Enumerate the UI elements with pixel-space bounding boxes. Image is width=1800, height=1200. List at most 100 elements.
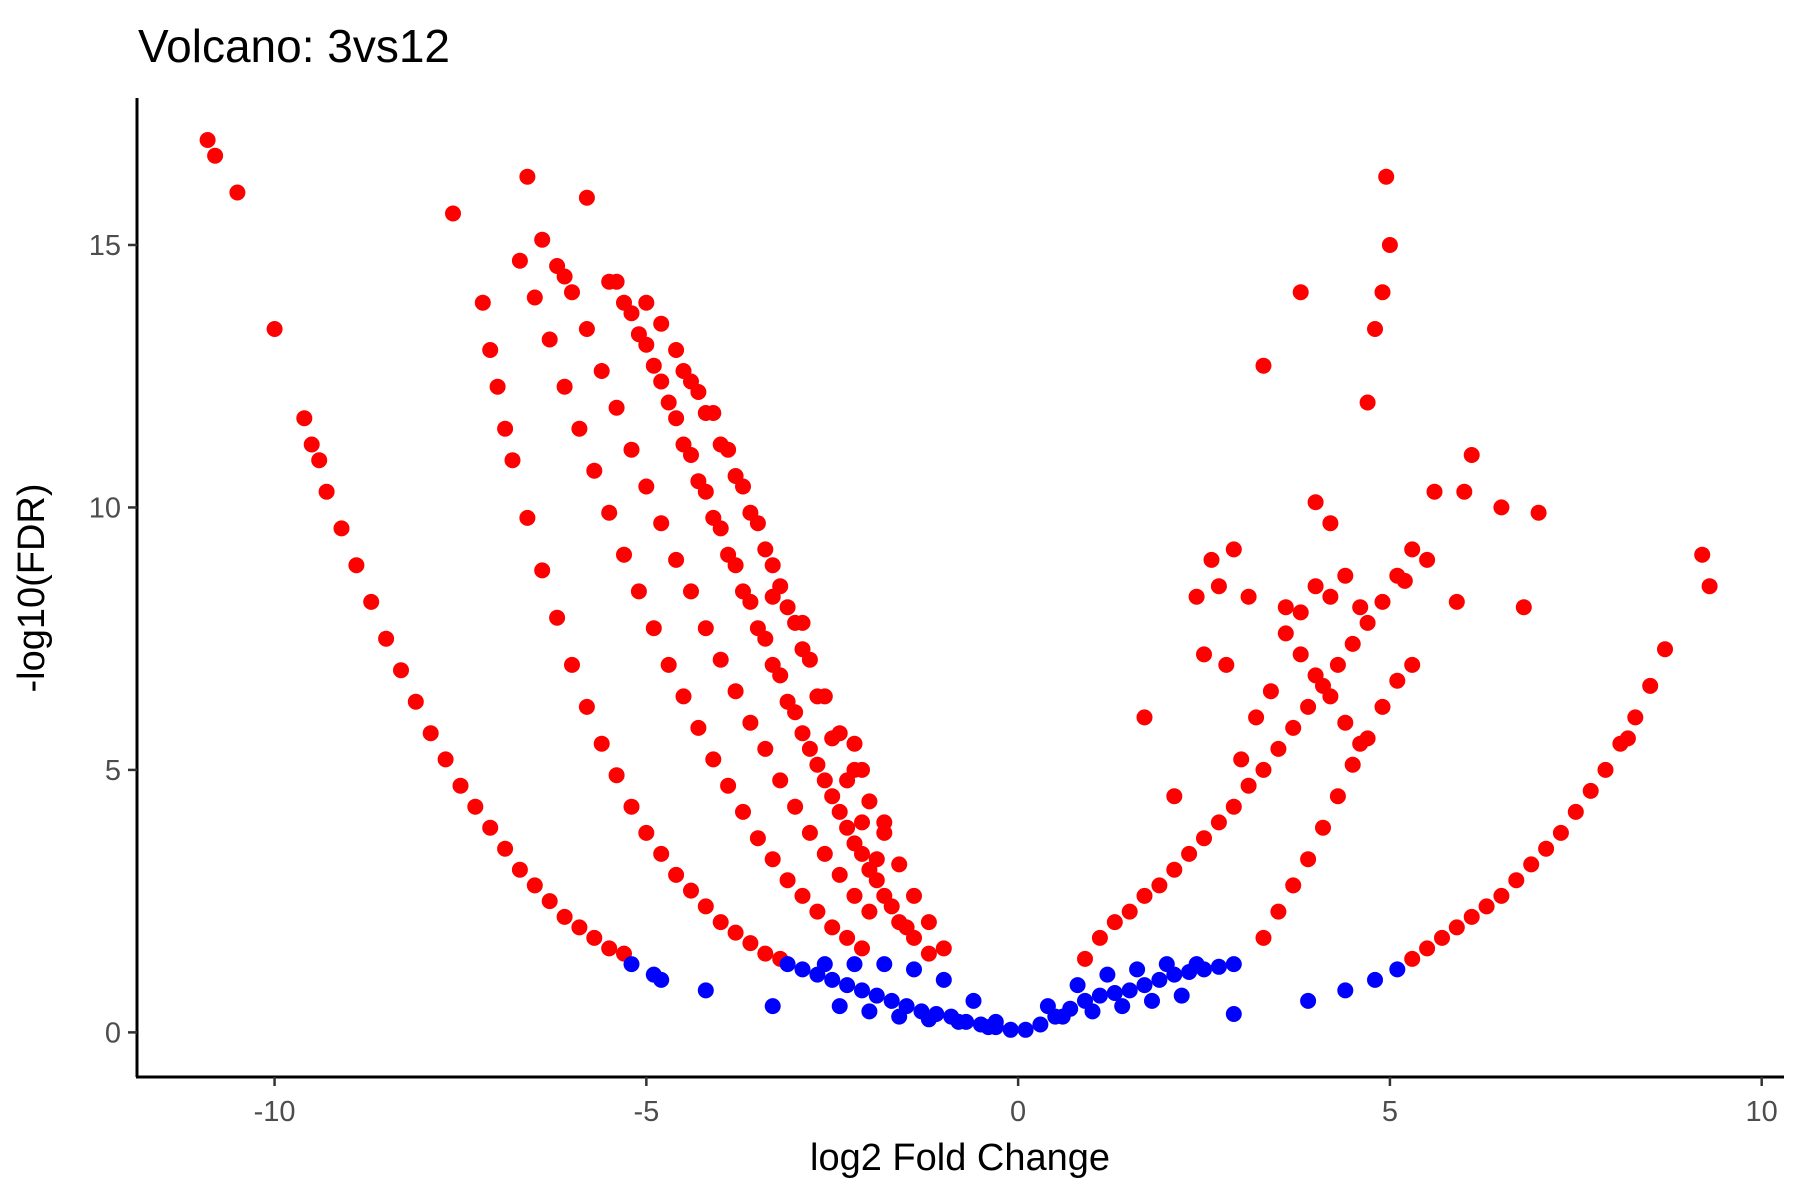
significant-point	[1262, 683, 1279, 700]
significant-point	[1225, 798, 1242, 815]
non-significant-point	[1039, 998, 1056, 1015]
significant-point	[1642, 677, 1659, 694]
significant-point	[608, 399, 625, 416]
significant-point	[727, 924, 744, 941]
significant-point	[757, 740, 774, 757]
significant-point	[1322, 588, 1339, 605]
significant-point	[1374, 284, 1391, 301]
y-axis-ticks: 0 5 10 15	[89, 230, 137, 1049]
significant-point	[1567, 803, 1584, 820]
non-significant-point	[876, 956, 893, 973]
significant-point	[839, 819, 856, 836]
significant-point	[489, 378, 506, 395]
significant-point	[712, 914, 729, 931]
significant-point	[742, 593, 759, 610]
non-significant-point	[1151, 971, 1168, 988]
significant-point	[578, 321, 595, 337]
significant-point	[1448, 919, 1465, 936]
significant-point	[1493, 499, 1510, 516]
significant-point	[1225, 541, 1242, 558]
non-significant-point	[1084, 1003, 1101, 1020]
non-significant-point	[824, 971, 841, 988]
significant-point	[1434, 929, 1450, 946]
chart-title: Volcano: 3vs12	[138, 20, 450, 72]
significant-point	[683, 882, 699, 899]
significant-point	[534, 562, 551, 579]
significant-point	[1530, 504, 1547, 521]
significant-point	[1210, 578, 1227, 595]
significant-point	[839, 772, 856, 789]
significant-point	[571, 420, 588, 437]
significant-point	[564, 656, 580, 673]
significant-point	[638, 336, 655, 353]
significant-point	[809, 903, 826, 920]
significant-point	[1285, 877, 1302, 894]
significant-point	[920, 945, 937, 962]
significant-point	[653, 845, 670, 862]
significant-point	[1292, 604, 1309, 621]
significant-point	[712, 520, 729, 537]
significant-point	[1404, 950, 1421, 967]
significant-point	[1396, 572, 1413, 589]
significant-point	[772, 667, 789, 684]
non-significant-point	[1002, 1021, 1019, 1038]
significant-point	[772, 772, 789, 789]
significant-point	[1329, 788, 1346, 805]
non-significant-point	[883, 992, 900, 1009]
y-tick-label: 0	[105, 1017, 121, 1049]
significant-point	[1166, 788, 1183, 805]
significant-point	[764, 557, 781, 574]
significant-point	[1463, 908, 1480, 925]
significant-point	[586, 462, 603, 479]
non-significant-point	[1069, 977, 1086, 994]
significant-point	[668, 551, 685, 568]
significant-point	[1419, 551, 1436, 568]
significant-point	[1106, 914, 1123, 931]
significant-point	[303, 436, 320, 453]
significant-point	[526, 289, 543, 306]
significant-point	[764, 851, 781, 868]
significant-point	[920, 914, 937, 931]
significant-point	[675, 363, 692, 379]
significant-point	[1463, 447, 1480, 463]
significant-point	[727, 557, 744, 574]
x-axis-ticks: -10 -5 0 5 10	[254, 1077, 1778, 1128]
significant-point	[1255, 929, 1272, 946]
significant-point	[1359, 614, 1376, 631]
significant-point	[757, 630, 774, 647]
significant-point	[1694, 546, 1711, 563]
significant-point	[816, 772, 833, 789]
significant-point	[482, 819, 499, 836]
significant-point	[608, 767, 625, 784]
significant-point	[511, 861, 528, 878]
significant-point	[1359, 394, 1376, 411]
significant-point	[1352, 599, 1369, 616]
non-significant-point	[1225, 956, 1242, 973]
significant-point	[229, 184, 246, 201]
non-significant-point	[846, 956, 863, 973]
x-tick-label: 0	[1010, 1096, 1026, 1128]
significant-point	[846, 735, 863, 752]
non-significant-point	[623, 956, 640, 973]
significant-point	[906, 887, 922, 904]
significant-point	[1188, 588, 1205, 605]
significant-point	[876, 887, 893, 904]
significant-point	[653, 373, 670, 390]
significant-point	[1240, 588, 1257, 605]
non-significant-point	[1106, 985, 1123, 1001]
significant-point	[1508, 872, 1525, 889]
non-significant-point	[868, 987, 885, 1004]
significant-point	[720, 777, 737, 794]
significant-point	[549, 609, 566, 626]
significant-point	[749, 515, 766, 532]
significant-point	[393, 662, 409, 679]
significant-point	[1378, 168, 1395, 185]
x-tick-label: -10	[254, 1096, 296, 1128]
significant-point	[1367, 321, 1383, 337]
significant-point	[586, 929, 603, 946]
non-significant-point	[1054, 1008, 1071, 1025]
significant-point	[333, 520, 350, 537]
significant-point	[378, 630, 395, 647]
significant-point	[207, 147, 224, 164]
significant-point	[1582, 782, 1599, 799]
